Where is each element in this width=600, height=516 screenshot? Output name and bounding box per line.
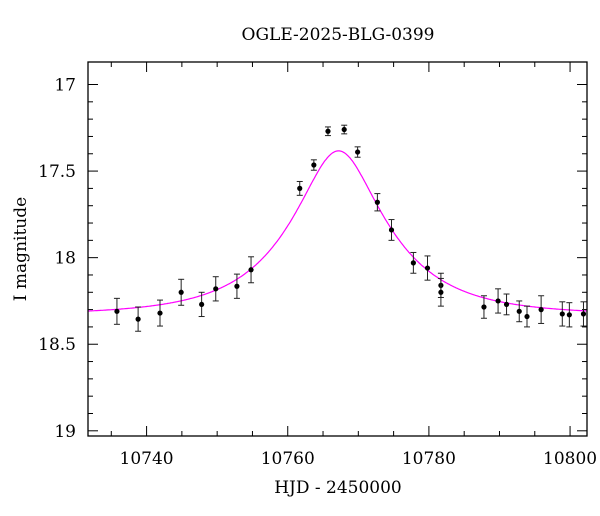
- data-point: [437, 277, 444, 307]
- data-point: [296, 180, 303, 196]
- x-axis-label: HJD - 2450000: [274, 478, 402, 498]
- data-point: [516, 300, 523, 323]
- y-tick-label: 18.5: [38, 335, 76, 355]
- data-point: [156, 299, 163, 327]
- data-point: [503, 293, 510, 316]
- data-marker: [524, 313, 530, 320]
- data-marker: [538, 307, 544, 313]
- data-marker: [481, 304, 487, 310]
- data-point: [374, 193, 381, 212]
- data-marker: [213, 286, 219, 292]
- x-tick-label: 10740: [120, 449, 174, 469]
- y-tick-label: 17.5: [38, 162, 76, 182]
- data-marker: [355, 149, 361, 155]
- data-point: [388, 219, 395, 241]
- data-point: [341, 124, 348, 135]
- data-point: [410, 251, 417, 274]
- data-point: [424, 255, 431, 281]
- data-marker: [559, 311, 565, 317]
- y-tick-label: 17: [54, 76, 76, 96]
- data-marker: [580, 311, 587, 317]
- data-point: [580, 301, 587, 327]
- data-point: [566, 302, 573, 328]
- plot-frame: [87, 61, 588, 437]
- data-marker: [135, 316, 141, 322]
- data-point: [524, 305, 531, 328]
- data-marker: [495, 298, 501, 304]
- x-tick-label: 10800: [543, 449, 597, 469]
- data-marker: [516, 308, 522, 314]
- data-point: [354, 146, 361, 158]
- data-point: [538, 295, 545, 324]
- data-point: [495, 288, 502, 314]
- y-tick-label: 18: [54, 249, 76, 269]
- data-marker: [388, 227, 395, 233]
- data-point: [248, 256, 255, 284]
- data-marker: [341, 126, 347, 133]
- data-marker: [374, 199, 380, 205]
- data-marker: [311, 162, 317, 168]
- y-axis-label: I magnitude: [11, 197, 31, 301]
- data-marker: [438, 289, 444, 295]
- data-point: [480, 295, 487, 319]
- chart-title: OGLE-2025-BLG-0399: [242, 25, 435, 45]
- data-marker: [178, 289, 184, 295]
- y-tick-label: 19: [54, 422, 76, 442]
- data-marker: [114, 308, 120, 314]
- data-marker: [410, 260, 416, 266]
- x-tick-label: 10760: [261, 449, 315, 469]
- data-point: [212, 276, 219, 302]
- data-point: [310, 159, 317, 171]
- data-marker: [157, 310, 163, 316]
- data-marker: [297, 185, 303, 191]
- data-marker: [248, 267, 254, 273]
- data-point: [135, 306, 142, 332]
- data-marker: [325, 128, 331, 134]
- data-point: [233, 273, 240, 299]
- data-marker: [503, 301, 510, 308]
- data-point: [324, 126, 331, 137]
- data-point: [559, 301, 566, 327]
- data-marker: [234, 283, 240, 289]
- data-marker: [566, 312, 572, 318]
- model-curve: [88, 150, 587, 312]
- data-marker: [424, 265, 431, 271]
- data-point: [113, 297, 120, 325]
- x-tick-label: 10780: [402, 449, 456, 469]
- data-point: [198, 291, 205, 318]
- data-point: [178, 278, 185, 306]
- data-marker: [199, 301, 205, 308]
